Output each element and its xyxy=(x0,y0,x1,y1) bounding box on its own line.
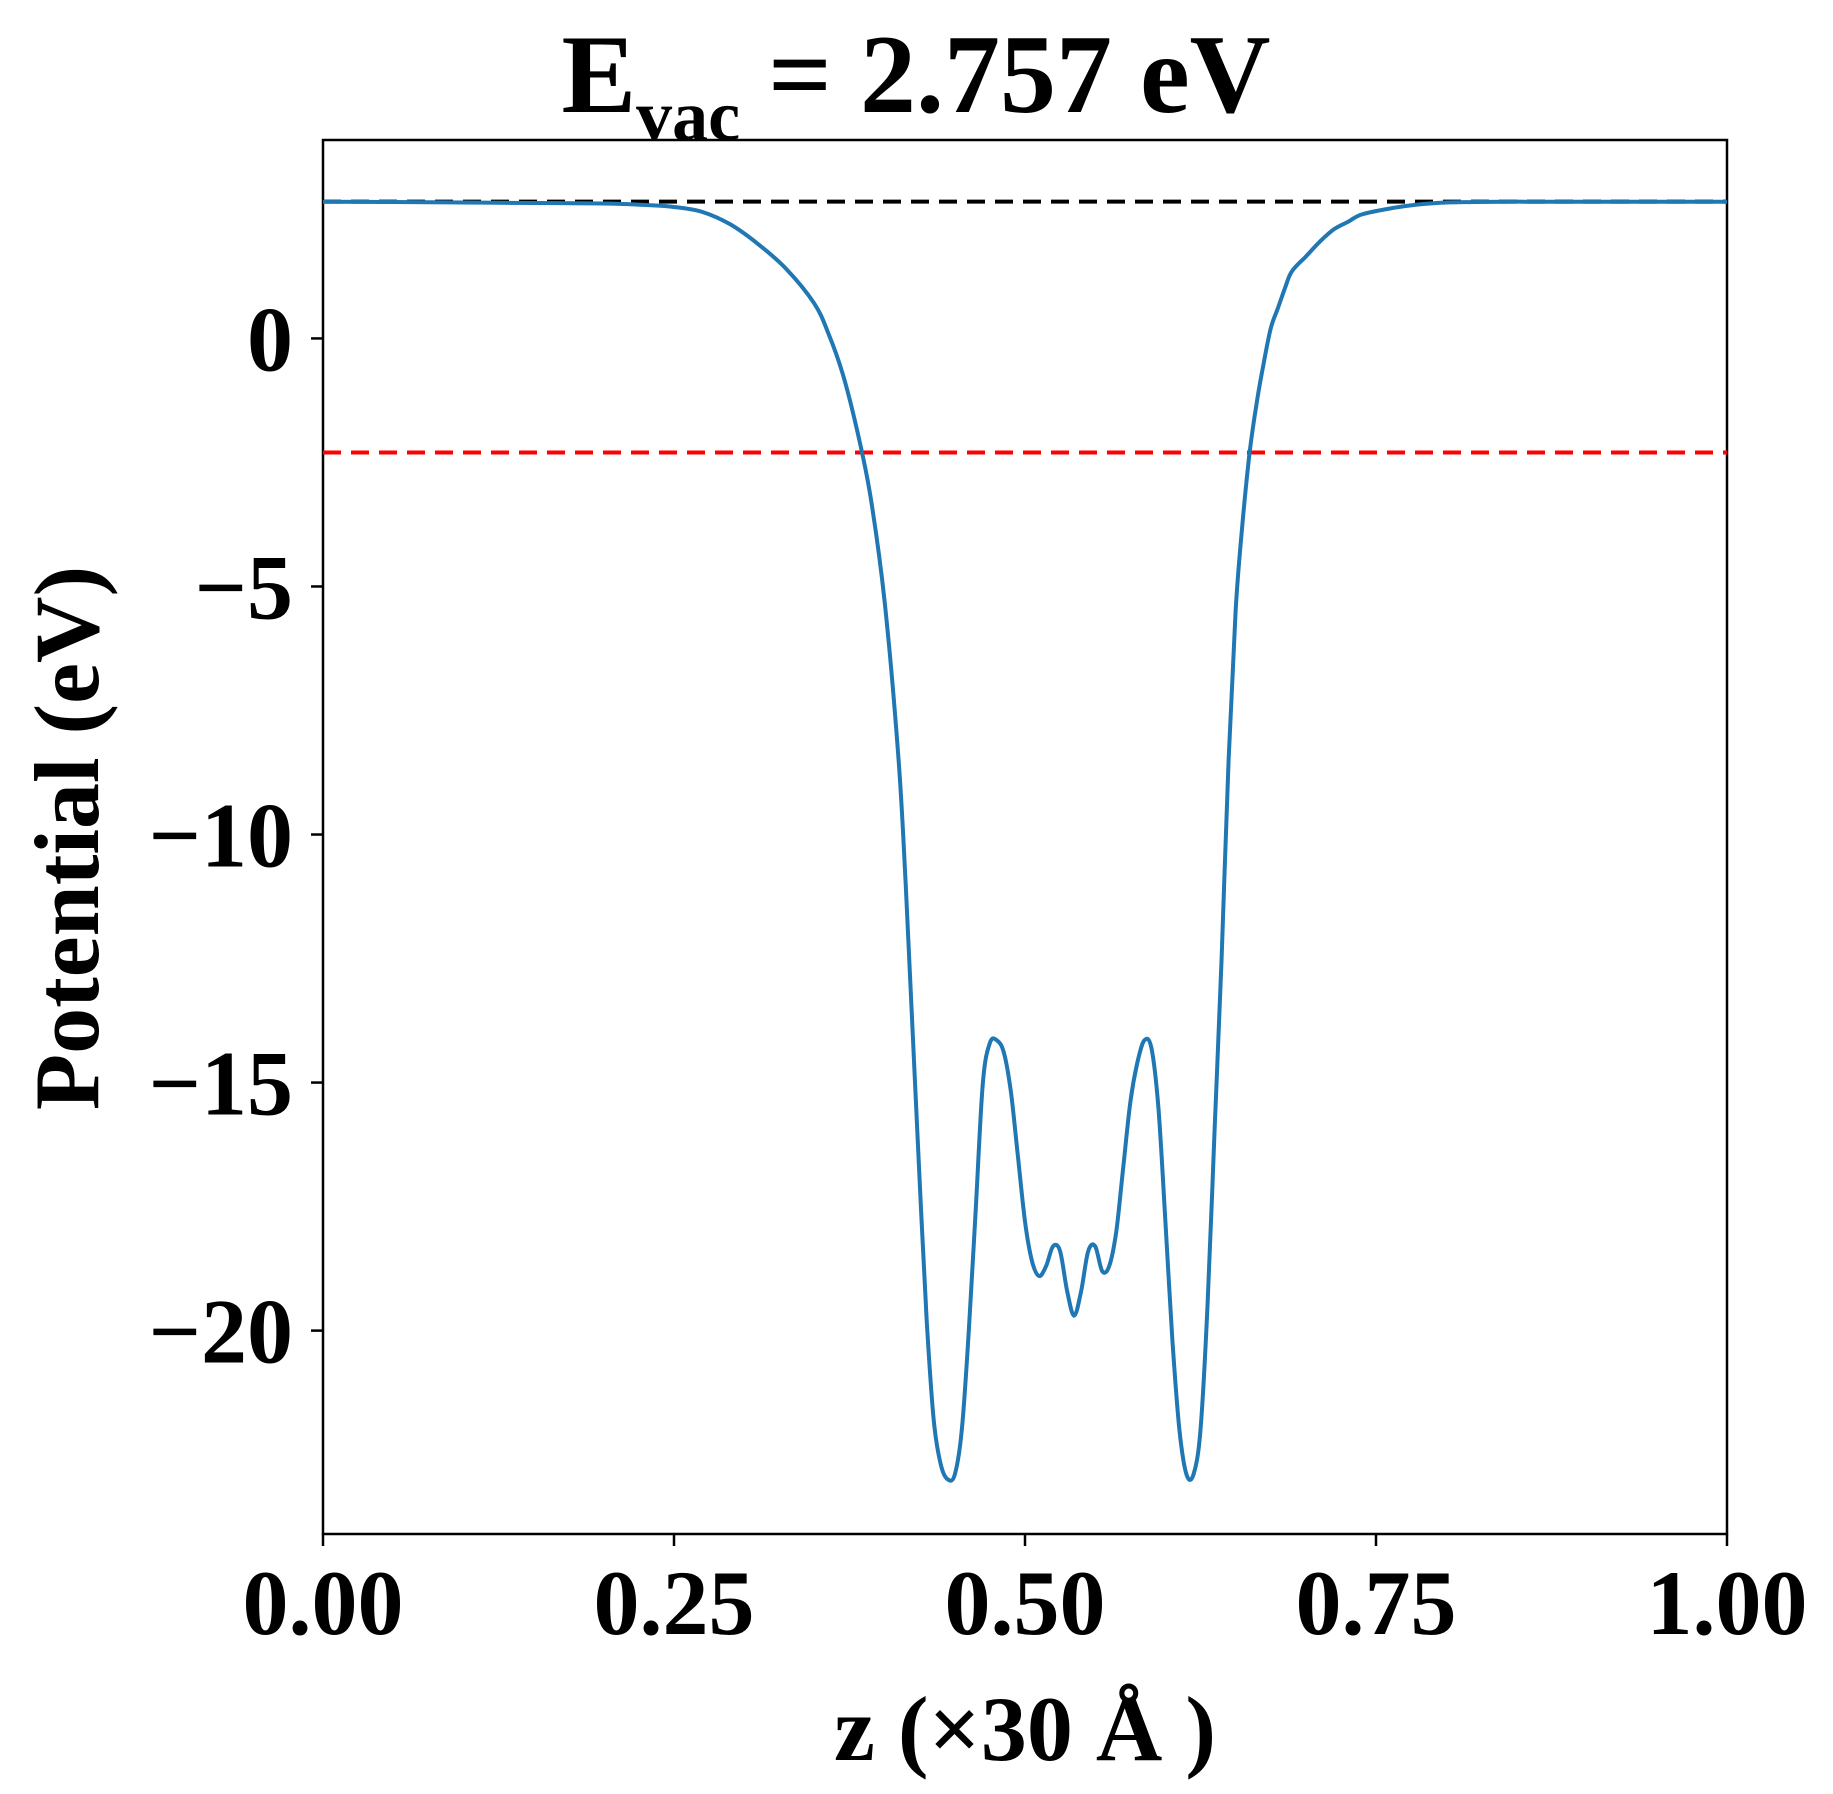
chart-title-main: E xyxy=(561,13,636,137)
y-axis-ticks: 0 −5 −10 −15 −20 xyxy=(149,288,323,1383)
series-line-0 xyxy=(322,199,1727,1483)
y-tick-label: −10 xyxy=(149,785,293,887)
reference-lines xyxy=(323,199,1727,455)
chart-title: Evac = 2.757 eV xyxy=(561,13,1270,156)
series-group xyxy=(322,199,1727,1483)
x-tick-label: 0.75 xyxy=(1296,1552,1457,1654)
y-axis-label: Potential (eV) xyxy=(16,566,118,1110)
y-tick-label: 0 xyxy=(247,288,293,390)
y-tick-label: −5 xyxy=(195,536,293,638)
y-tick-label: −15 xyxy=(149,1033,293,1135)
chart-title-rest: = 2.757 eV xyxy=(740,13,1270,137)
chart-title-subscript: vac xyxy=(636,76,740,156)
x-tick-label: 0.00 xyxy=(243,1552,404,1654)
x-axis-ticks: 0.00 0.25 0.50 0.75 1.00 xyxy=(243,1534,1808,1654)
x-tick-label: 1.00 xyxy=(1647,1552,1808,1654)
plot-area-frame xyxy=(321,138,1729,1536)
x-axis-label: z (×30 Å ) xyxy=(834,1678,1216,1780)
x-tick-label: 0.50 xyxy=(945,1552,1106,1654)
x-tick-label: 0.25 xyxy=(594,1552,755,1654)
y-tick-label: −20 xyxy=(149,1281,293,1383)
